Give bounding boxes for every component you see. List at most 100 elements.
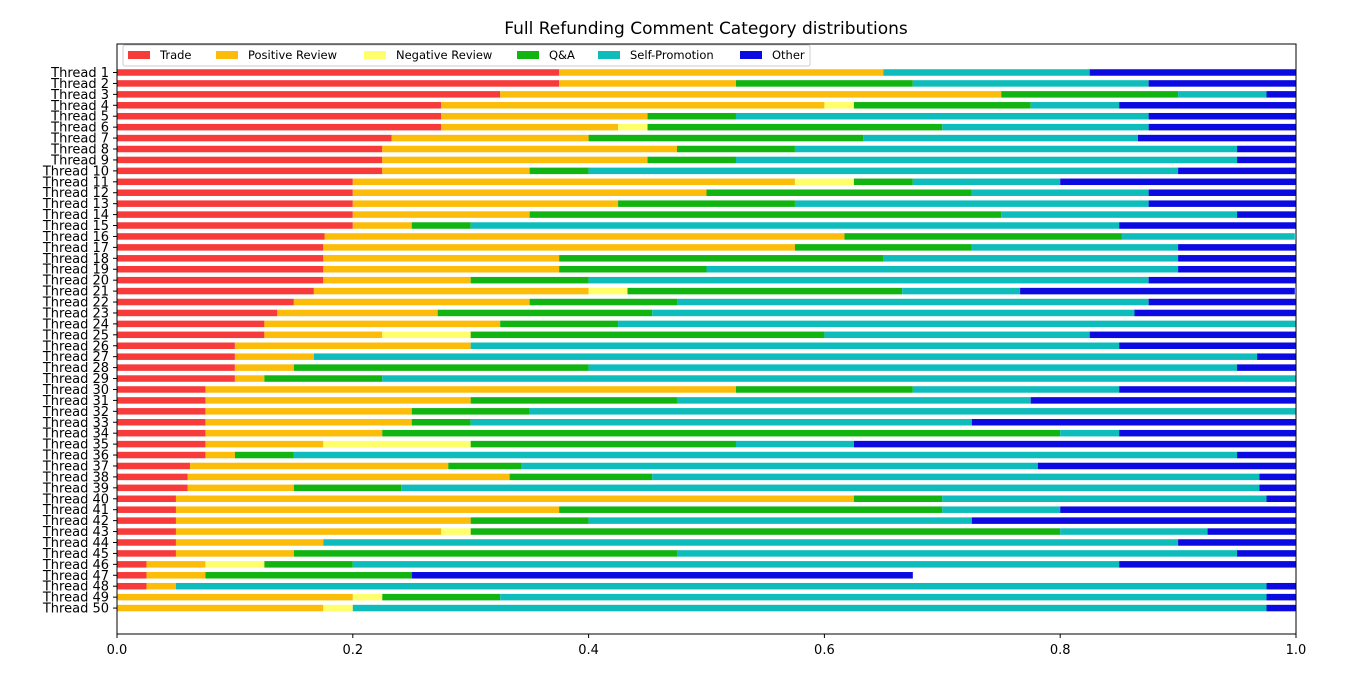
bar-segment [323,276,471,284]
legend-label: Q&A [549,48,575,62]
y-tick-label: Thread 46 [42,558,109,573]
bar-segment [470,222,1120,229]
bar-segment [1266,91,1296,98]
legend-label: Negative Review [396,48,492,62]
bar-segment [234,353,314,360]
bar-segment [1266,593,1296,601]
bar-segment [234,375,265,382]
bar-segment [323,539,1179,546]
bar-segment [1060,528,1208,535]
bar-segment [117,309,278,317]
bar-segment [652,473,1260,481]
bar-segment [391,134,589,142]
plot-frame [116,43,1297,635]
bar-segment [117,123,442,131]
bar-segment [117,134,392,142]
y-tick-label: Thread 34 [42,427,109,442]
bar-segment [559,506,943,513]
y-tick-label: Thread 41 [42,503,109,518]
bar-segment [853,495,943,503]
bar-segment [411,408,530,415]
bar-segment [175,582,1267,590]
bar-segment [264,375,383,382]
bar-segment [441,123,619,131]
bar-segment [942,123,1149,131]
bar-segment [1089,69,1296,76]
bar-segment [470,331,825,339]
legend-swatch [364,51,386,59]
bar-segment [117,375,235,382]
bar-segment [706,265,1179,273]
bar-segment [1237,145,1296,153]
y-tick-label: Thread 36 [42,449,109,464]
bar-segment [1001,211,1238,218]
bar-segment [313,353,1258,360]
bar-segment [117,265,324,273]
bar-segment [146,582,176,590]
x-tick-label: 0.6 [814,643,835,658]
bar-segment [942,495,1267,503]
bar-segment [117,255,324,262]
bar-segment [117,419,206,426]
bar-segment [175,528,442,535]
y-tick-label: Thread 47 [42,569,109,584]
bar-segment [117,167,383,175]
bar-segment [117,397,206,404]
chart-title: Full Refunding Comment Category distribu… [504,19,908,39]
bar-segment [117,353,235,360]
bar-segment [117,320,265,328]
bar-segment [323,255,560,262]
bar-segment [175,506,560,513]
y-tick-label: Thread 45 [42,547,109,562]
y-tick-label: Thread 1 [50,66,109,81]
bar-segment [117,211,353,218]
bar-segment [1030,397,1296,404]
bar-segment [117,189,353,196]
bar-segment [117,287,314,295]
bar-segment [794,244,972,251]
bar-segment [1237,451,1296,459]
bar-segment [117,550,176,557]
bar-segment [117,80,560,87]
y-tick-label: Thread 5 [50,110,109,125]
bar-segment [853,440,1297,448]
bars-layer [117,69,1297,612]
bar-segment [470,397,678,404]
bar-segment [1148,123,1297,131]
bar-segment [382,593,501,601]
bar-segment [382,156,648,164]
bar-segment [277,309,438,317]
bar-segment [190,462,449,470]
bar-segment [735,440,854,448]
bar-segment [470,517,589,524]
bar-segment [971,419,1296,426]
bar-segment [677,550,1238,557]
bar-segment [1237,364,1296,371]
bar-segment [652,309,1135,317]
bar-segment [1001,91,1179,98]
bar-segment [1207,528,1296,535]
bar-segment [588,134,864,142]
bar-segment [470,419,972,426]
bar-segment [1121,233,1295,240]
y-tick-label: Thread 26 [42,339,109,354]
bar-segment [117,298,294,306]
y-tick-label: Thread 23 [42,306,109,321]
bar-segment [500,593,1267,601]
bar-segment [117,462,191,470]
bar-segment [470,440,736,448]
bar-segment [1119,342,1296,349]
bar-segment [1060,178,1296,186]
bar-segment [1257,353,1296,360]
bar-segment [1060,429,1120,437]
y-tick-label: Thread 9 [50,153,109,168]
x-tick-label: 0.4 [578,643,599,658]
bar-segment [117,528,176,535]
bar-segment [1266,604,1296,612]
bar-segment [117,112,442,120]
bar-segment [647,112,736,120]
bar-segment [618,123,648,131]
bar-segment [677,397,1031,404]
bar-segment [293,298,530,306]
bar-segment [187,484,294,492]
